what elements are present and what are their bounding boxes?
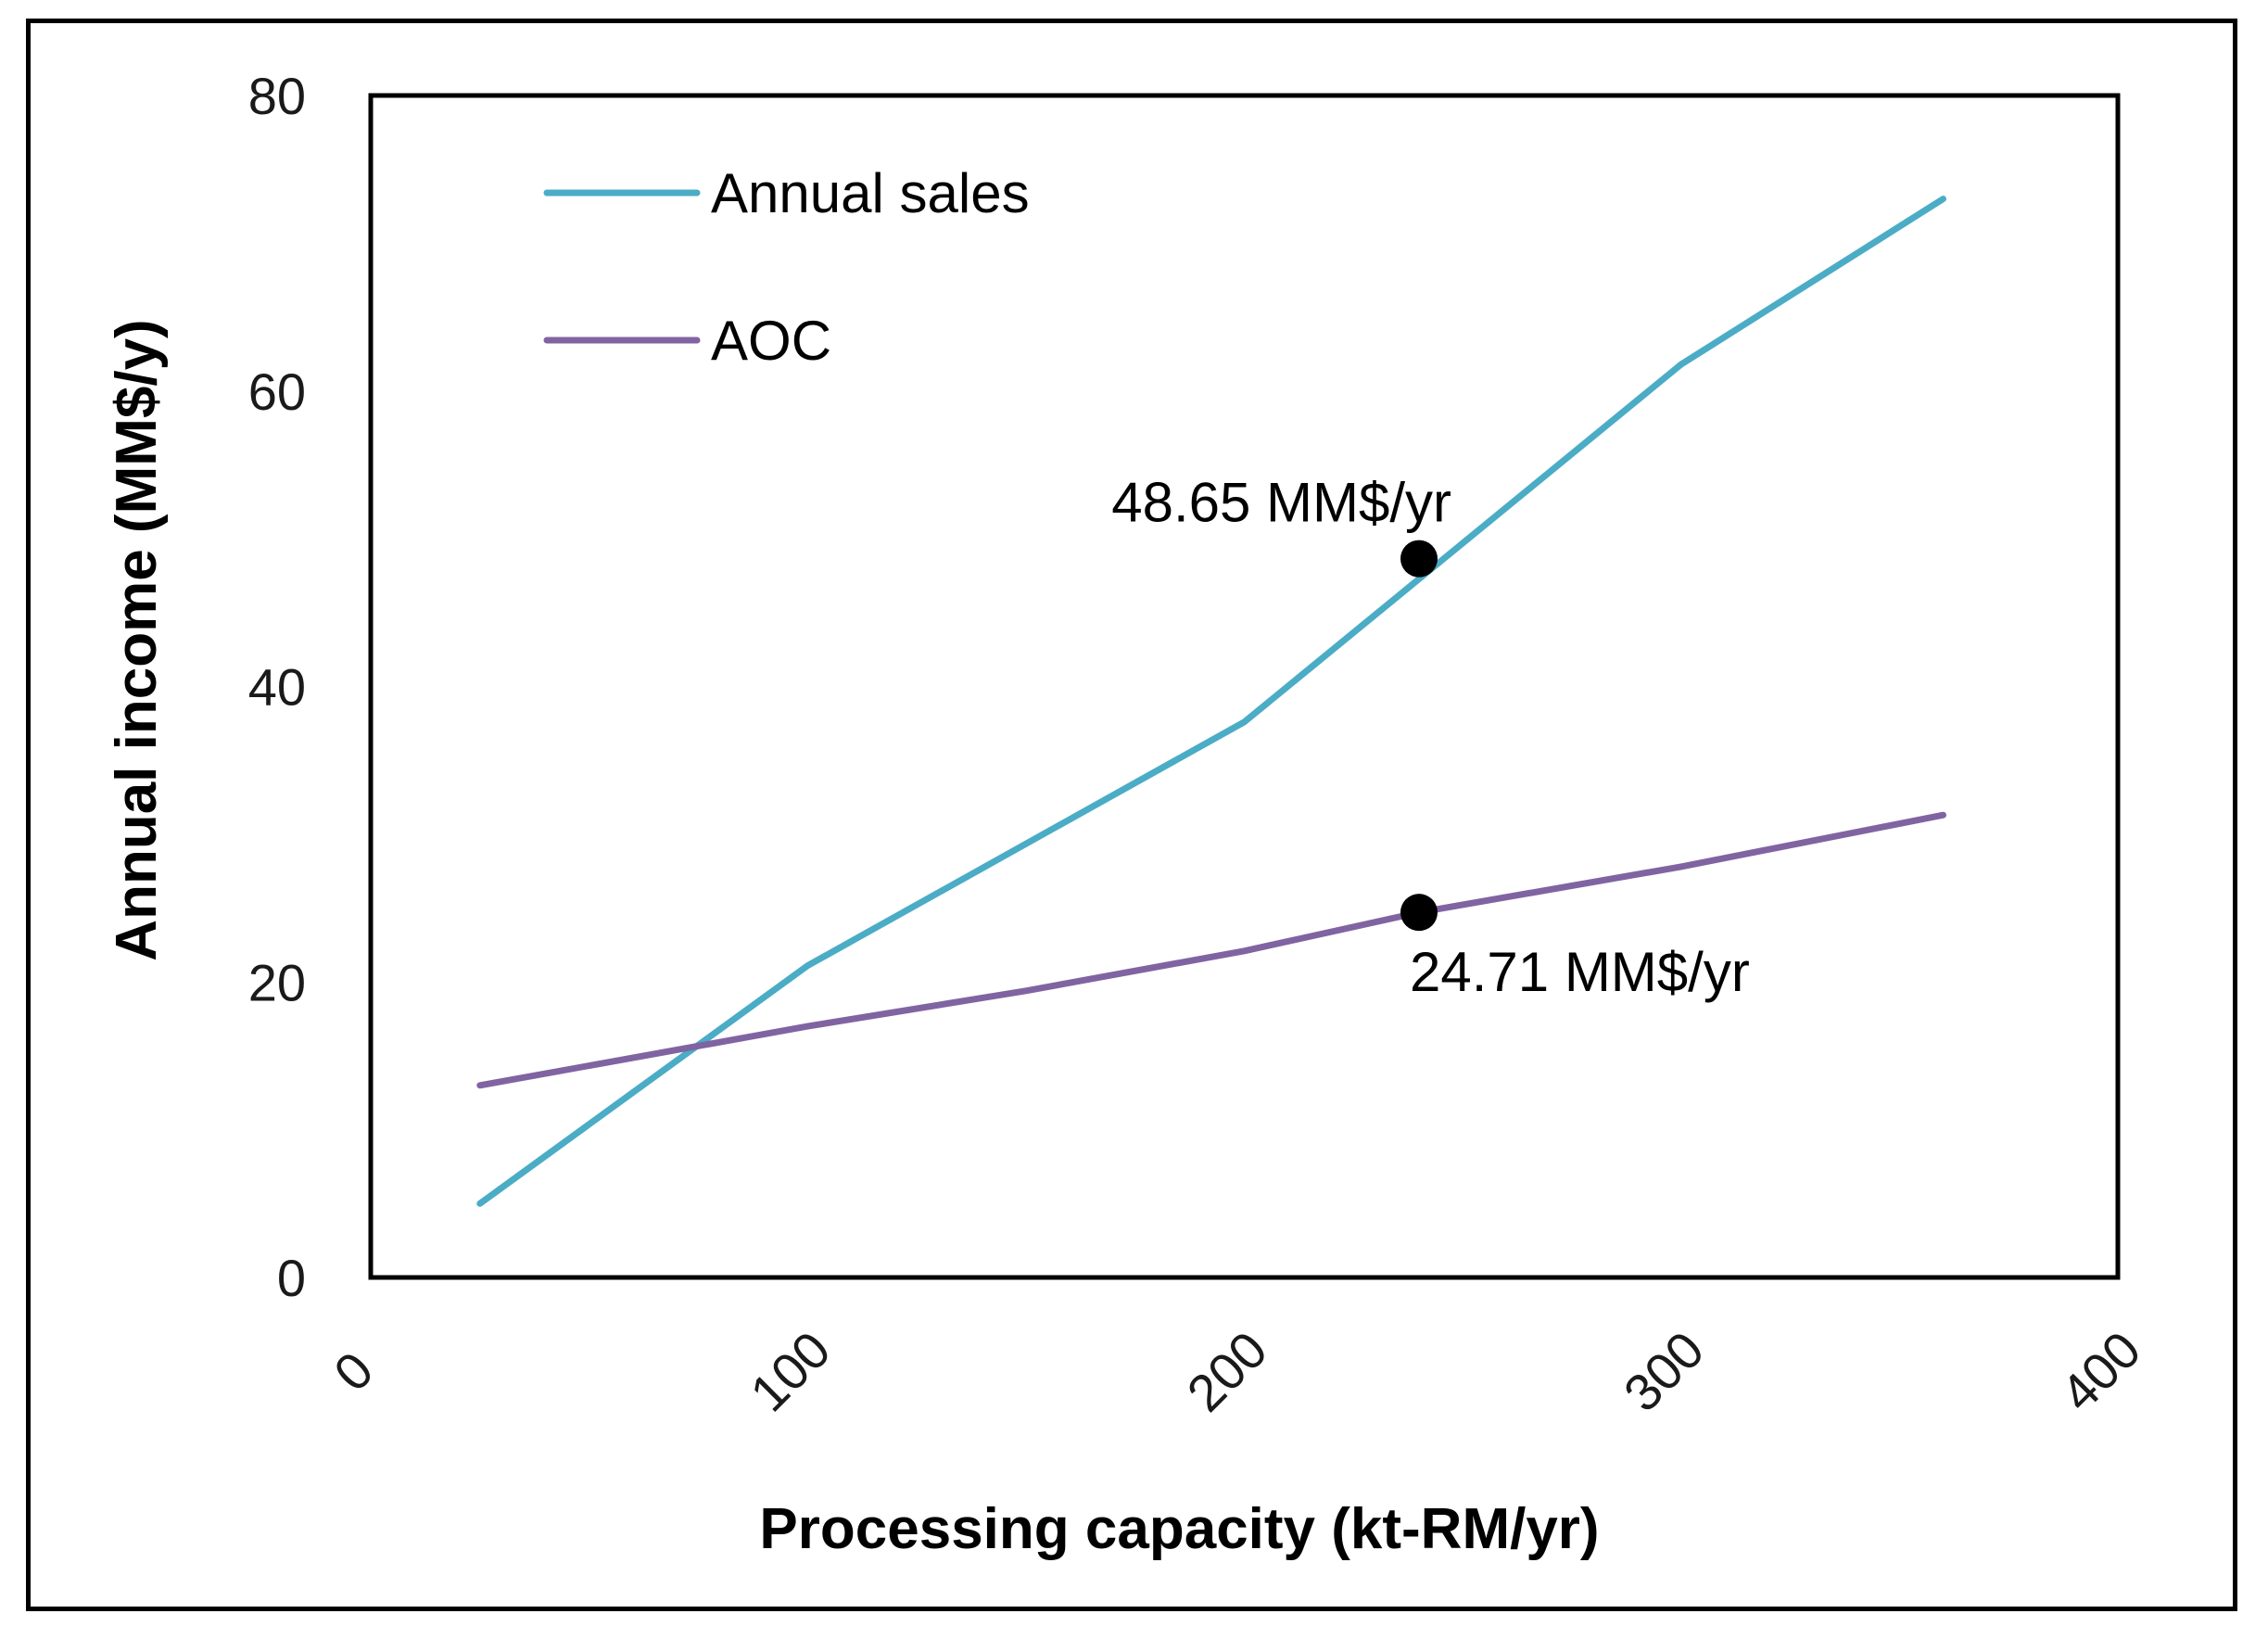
y-tick-label-4: 80: [248, 67, 306, 125]
x-tick-label-0: 0: [323, 1340, 385, 1403]
plot-area: [368, 93, 2121, 1280]
x-axis-title: Processing capacity (kt-RM/yr): [759, 1497, 1599, 1561]
legend-label-1: AOC: [711, 310, 831, 372]
marker-label-1: 24.71 MM$/yr: [1410, 941, 1750, 1003]
y-tick-label-0: 0: [277, 1249, 306, 1307]
y-tick-label-3: 60: [248, 362, 306, 421]
x-tick-label-4: 400: [2049, 1320, 2152, 1423]
y-axis-ticks: 0 20 40 60 80: [248, 67, 306, 1307]
marker-point-0: [1400, 540, 1438, 578]
x-tick-label-1: 100: [739, 1320, 842, 1423]
legend: Annual sales AOC: [543, 162, 1030, 372]
markers: 48.65 MM$/yr 24.71 MM$/yr: [1111, 472, 1750, 1004]
y-axis-title: Annual income (MM$/y): [105, 319, 169, 960]
y-tick-label-2: 40: [248, 658, 306, 717]
marker-label-0: 48.65 MM$/yr: [1111, 472, 1451, 534]
x-tick-label-2: 200: [1175, 1320, 1278, 1423]
series-lines: [476, 196, 1946, 1207]
y-tick-label-1: 20: [248, 953, 306, 1011]
series-line-aoc: [476, 811, 1946, 1089]
x-tick-label-3: 300: [1613, 1320, 1716, 1423]
marker-point-1: [1400, 894, 1438, 932]
legend-label-0: Annual sales: [711, 162, 1030, 224]
x-axis-ticks: 0 100 200 300 400: [323, 1320, 2152, 1423]
